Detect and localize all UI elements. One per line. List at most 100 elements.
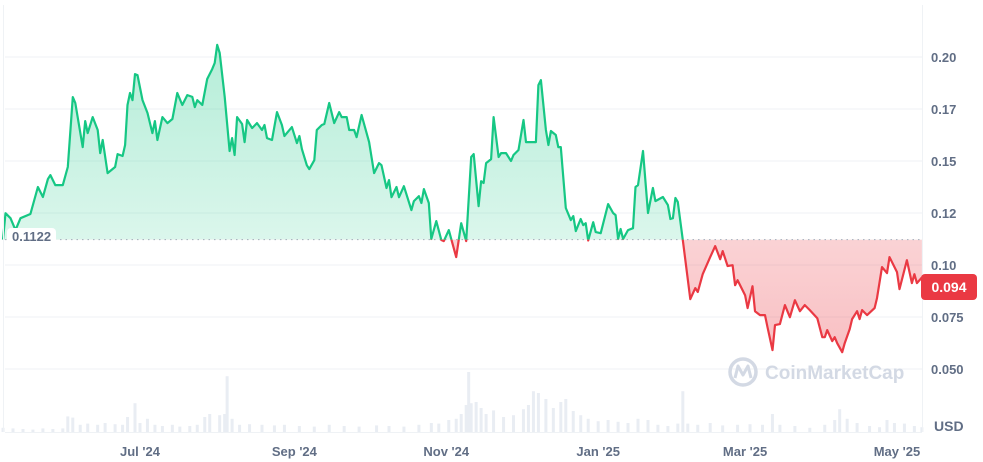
volume-bar (748, 424, 752, 432)
volume-bar (586, 418, 590, 432)
volume-bar (11, 428, 15, 432)
volume-bar (225, 376, 229, 432)
volume-bar (21, 429, 25, 432)
volume-bar (571, 411, 575, 432)
volume-bar (121, 424, 125, 432)
volume-bar (327, 424, 331, 432)
volume-bar (357, 426, 361, 432)
volume-bar (868, 426, 872, 432)
volume-bar (375, 425, 379, 432)
volume-bar (467, 372, 471, 432)
y-tick-label: 0.10 (931, 258, 956, 273)
coinmarketcap-logo-icon (728, 357, 758, 387)
price-line-below-baseline (3, 239, 923, 354)
volume-bar (551, 408, 555, 432)
volume-bar (272, 425, 276, 432)
volume-bar (676, 423, 680, 432)
volume-bar (195, 424, 199, 432)
x-tick-label: Jul '24 (120, 444, 161, 459)
volume-bar (78, 424, 82, 432)
volume-bar (429, 423, 433, 432)
volume-bar (41, 428, 45, 432)
volume-bar (71, 417, 75, 432)
volume-bar (696, 424, 700, 432)
y-tick-label: 0.20 (931, 50, 956, 65)
volume-bar (86, 423, 90, 432)
volume-bar (855, 423, 859, 432)
volume-bar (160, 426, 164, 432)
volume-bar (387, 426, 391, 432)
volume-bar (223, 414, 227, 432)
volume-bar (708, 423, 712, 432)
volume-bar (133, 403, 137, 432)
volume-bar (230, 418, 234, 432)
volume-bar (838, 409, 842, 432)
volume-bar (878, 427, 882, 432)
volume-bar (823, 424, 827, 432)
volume-bar (31, 429, 35, 432)
watermark-text: CoinMarketCap (765, 363, 904, 384)
price-area-below-baseline (3, 239, 922, 353)
volume-bar (526, 405, 530, 432)
y-tick-label: 0.15 (931, 154, 956, 169)
volume-bar (564, 399, 568, 432)
volume-bar (681, 391, 685, 432)
volume-bar (238, 424, 242, 432)
volume-bar (447, 420, 451, 432)
price-area-above-baseline (3, 44, 683, 240)
price-areas (3, 44, 922, 353)
volume-bar (770, 414, 774, 432)
volume-bar (113, 424, 117, 432)
x-tick-label: May '25 (874, 444, 920, 459)
volume-bar (103, 423, 107, 432)
volume-bar (459, 414, 463, 432)
volume-bar (282, 424, 286, 432)
volume-bar (531, 391, 535, 432)
watermark: CoinMarketCap (728, 357, 904, 387)
volume-bar (736, 424, 740, 432)
volume-bar (51, 429, 55, 432)
volume-bar (153, 424, 157, 432)
volume-bar (885, 420, 889, 432)
volume-bar (464, 405, 468, 432)
volume-bar (912, 426, 916, 432)
volume-bar (260, 424, 264, 432)
volume-bar (559, 402, 563, 432)
volume-bar (454, 418, 458, 432)
volume-bar (342, 426, 346, 432)
x-tick-label: Mar '25 (723, 444, 767, 459)
volume-bar (126, 417, 130, 432)
x-tick-label: Jan '25 (576, 444, 620, 459)
volume-bar (96, 424, 100, 432)
volume-bar (66, 416, 70, 432)
volume-bar (437, 423, 441, 432)
volume-bar (606, 420, 610, 432)
volume-bar (208, 414, 212, 432)
y-tick-label: 0.12 (931, 206, 956, 221)
volume-bar (579, 415, 583, 432)
x-tick-label: Nov '24 (423, 444, 469, 459)
volume-bar (902, 423, 906, 432)
volume-bar (626, 423, 630, 432)
volume-bar (686, 423, 690, 432)
price-lines (1, 43, 923, 354)
volume-bar (833, 420, 837, 432)
volume-bar (474, 402, 478, 432)
volume-bar (666, 426, 670, 432)
volume-bar (502, 417, 506, 432)
volume-bar (793, 426, 797, 432)
volume-bars (1, 372, 924, 432)
volume-bar (616, 421, 620, 432)
volume-bar (492, 410, 496, 432)
volume-bar (145, 418, 149, 432)
baseline-price-label: 0.1122 (7, 228, 57, 245)
volume-bar (778, 424, 782, 432)
volume-bar (521, 409, 525, 432)
volume-bar (479, 408, 483, 432)
volume-bar (536, 393, 540, 432)
volume-bar (484, 414, 488, 432)
volume-bar (469, 403, 473, 432)
volume-bar (596, 421, 600, 432)
volume-bar (138, 423, 142, 432)
